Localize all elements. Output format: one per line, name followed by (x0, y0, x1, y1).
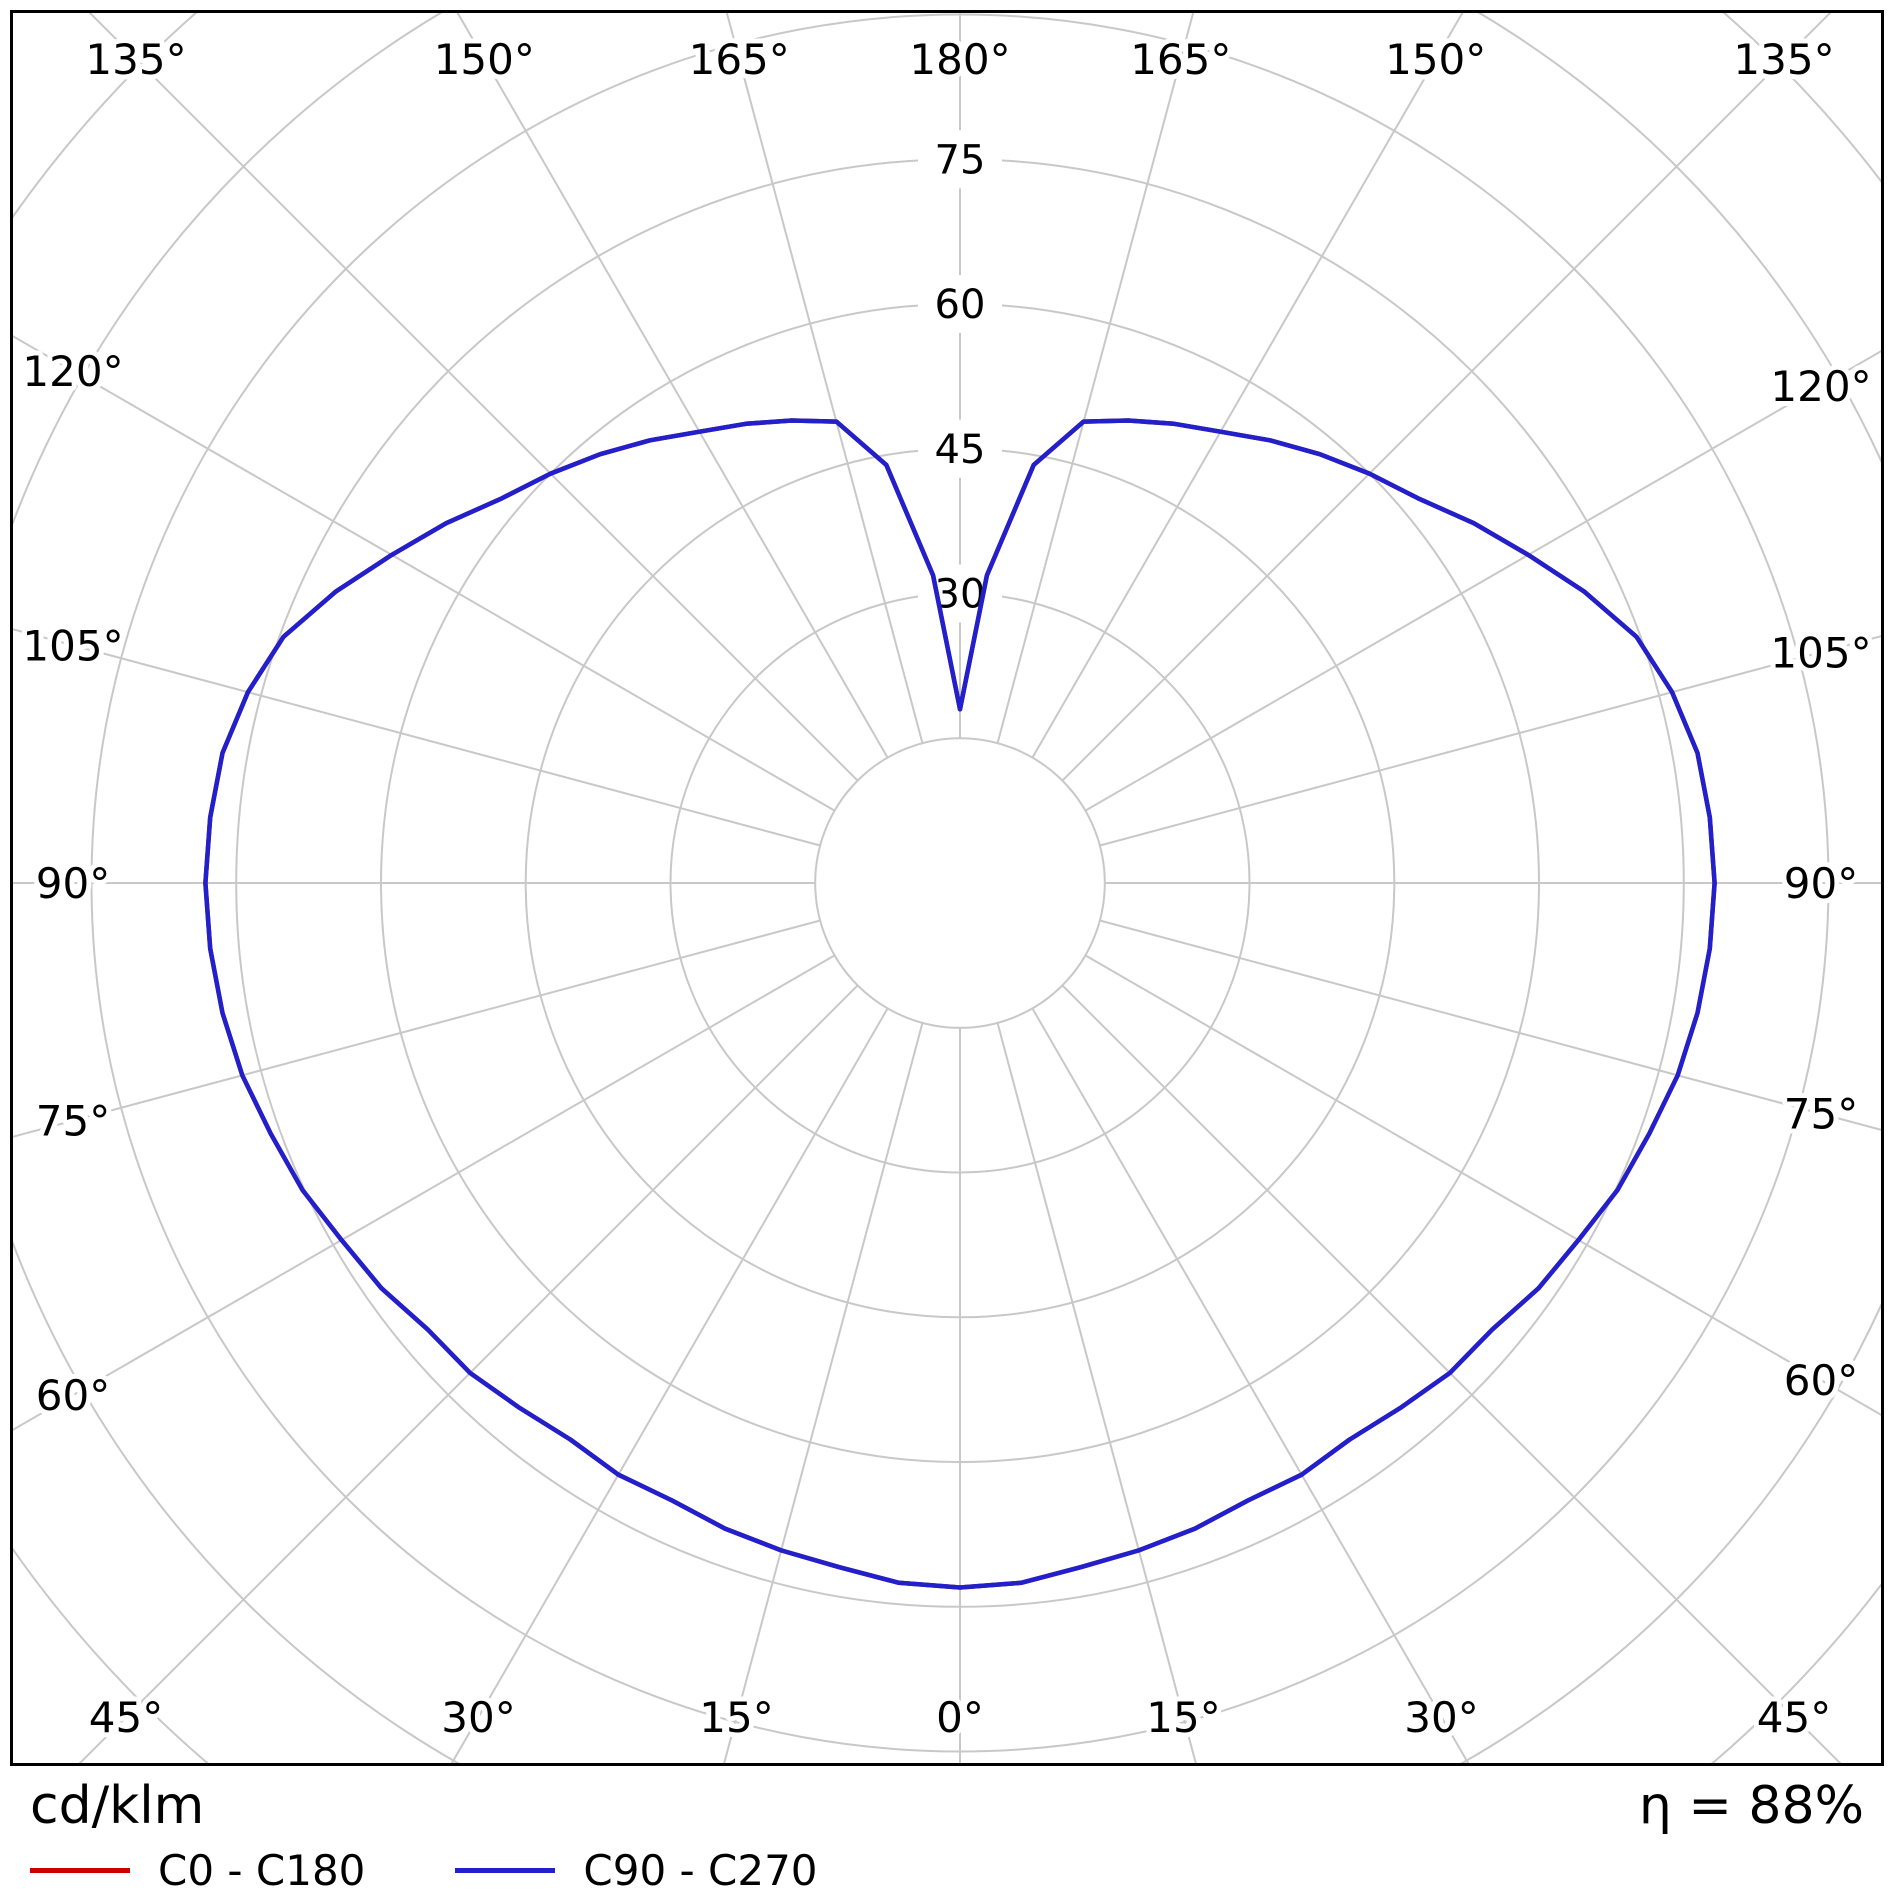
grid-ray (1031, 13, 1464, 759)
grid-ray (723, 1022, 924, 1763)
angle-label: 135° (1733, 35, 1834, 84)
efficiency-label: η = 88% (1638, 1776, 1864, 1836)
angle-label: 150° (1385, 35, 1486, 84)
grid-ring (814, 737, 1106, 1029)
legend: C0 - C180 C90 - C270 (10, 1836, 1884, 1895)
radial-tick-label: 45 (935, 427, 986, 473)
radial-tick-label: 60 (935, 282, 986, 328)
polar-chart-frame: 30 45 60 75 0° 15° 15° 30° 30° 45° 45° 60° 60° 75° 75°… (10, 10, 1884, 1766)
legend-item-c90-c270: C90 - C270 (455, 1846, 818, 1895)
legend-item-c0-c180: C0 - C180 (30, 1846, 365, 1895)
grid-ray (1084, 954, 1881, 1416)
chart-footer: cd/klm η = 88% C0 - C180 C90 - C270 (10, 1772, 1884, 1895)
angle-label: 165° (1130, 35, 1231, 84)
grid-ray (88, 13, 859, 782)
footer-labels-row: cd/klm η = 88% (10, 1772, 1884, 1836)
curve-c90-c270 (203, 418, 1717, 1590)
angle-label: 60° (1784, 1356, 1858, 1405)
angle-label: 165° (689, 35, 790, 84)
polar-chart-svg: 30 45 60 75 0° 15° 15° 30° 30° 45° 45° 60° 60° 75° 75°… (13, 13, 1881, 1763)
angle-label: 105° (1770, 628, 1871, 677)
angle-label: 105° (22, 621, 123, 670)
legend-label-c0-c180: C0 - C180 (158, 1846, 366, 1895)
grid-ray (1031, 1007, 1470, 1763)
grid-ray (1099, 635, 1881, 847)
polar-grid (13, 13, 1881, 1763)
units-label: cd/klm (30, 1776, 205, 1836)
angle-label: 0° (936, 1693, 984, 1742)
legend-label-c90-c270: C90 - C270 (583, 1846, 818, 1895)
grid-ray (450, 1007, 889, 1763)
angle-label: 120° (1770, 362, 1871, 411)
grid-ray (13, 628, 821, 847)
angle-label: 90° (1784, 859, 1858, 908)
angle-label: 135° (85, 35, 186, 84)
angle-label: 75° (36, 1097, 110, 1146)
angle-label: 180° (909, 35, 1010, 84)
radial-tick-label-bg (918, 419, 1002, 478)
angle-label: 30° (441, 1693, 515, 1742)
angle-label: 60° (36, 1371, 110, 1420)
grid-ray (1084, 350, 1881, 812)
grid-ray (456, 13, 889, 759)
angle-label: 90° (36, 859, 110, 908)
grid-ray (13, 919, 821, 1138)
angle-label: 15° (1146, 1693, 1220, 1742)
legend-swatch-c0-c180 (30, 1868, 130, 1873)
radial-tick-label-bg (918, 275, 1002, 333)
angle-labels: 0° 15° 15° 30° 30° 45° 45° 60° 60° 75° 75° 90° 90° 10… (17, 30, 1876, 1747)
grid-ray (78, 984, 859, 1763)
grid-ray (13, 954, 836, 1431)
angle-label: 30° (1404, 1693, 1478, 1742)
grid-ray (996, 1022, 1197, 1763)
angle-label: 75° (1784, 1090, 1858, 1139)
grid-ray (996, 13, 1195, 744)
legend-swatch-c90-c270 (455, 1868, 556, 1873)
radial-tick-label: 30 (935, 572, 986, 618)
angle-label: 120° (22, 347, 123, 396)
grid-ray (725, 13, 924, 744)
angle-label: 45° (89, 1693, 163, 1742)
radial-tick-label-bg (918, 130, 1002, 189)
angle-label: 15° (699, 1693, 773, 1742)
grid-ray (1061, 13, 1832, 782)
grid-ray (1099, 919, 1881, 1131)
radial-tick-label: 75 (935, 137, 986, 183)
grid-ray (13, 335, 836, 812)
grid-ray (1061, 984, 1842, 1763)
angle-label: 150° (434, 35, 535, 84)
angle-label: 45° (1757, 1693, 1831, 1742)
